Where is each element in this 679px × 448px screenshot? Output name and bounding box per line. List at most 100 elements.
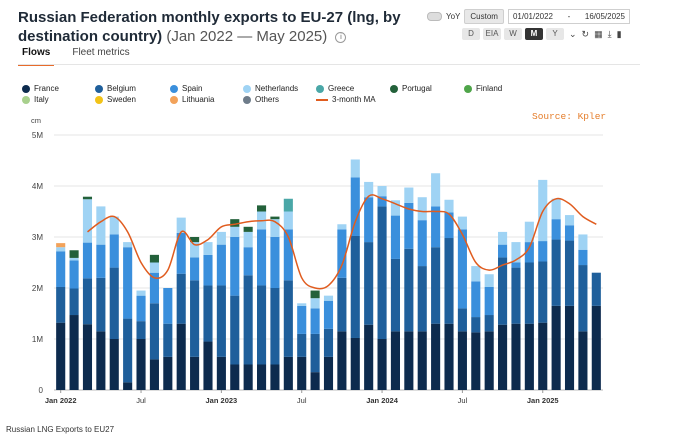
bar-segment <box>364 242 374 325</box>
view-tabs: Flows Fleet metrics <box>18 45 134 66</box>
bar-segment <box>591 272 601 306</box>
bar-segment <box>364 181 374 198</box>
y-tick-label: 4M <box>32 182 43 191</box>
yoy-toggle[interactable] <box>427 12 442 21</box>
bar-segment <box>417 266 427 332</box>
bar-segment <box>538 261 548 323</box>
bar-segment <box>390 258 401 332</box>
bar-segment <box>484 331 494 390</box>
legend-swatch <box>243 95 251 104</box>
bar-segment <box>404 187 414 203</box>
legend-label: Lithuania <box>182 95 215 104</box>
bar-segment <box>243 364 253 390</box>
legend-item-lithuania[interactable]: Lithuania <box>170 95 214 104</box>
bar-segment <box>203 341 213 390</box>
legend-label: 3-month MA <box>332 95 376 104</box>
bar-segment <box>149 303 159 360</box>
legend-line-swatch <box>316 98 328 101</box>
bar-segment <box>297 303 307 306</box>
date-to: 16/05/2025 <box>584 12 625 21</box>
bar-segment <box>82 199 93 243</box>
tab-fleet-metrics[interactable]: Fleet metrics <box>72 47 130 58</box>
bar-segment <box>230 219 240 227</box>
legend-item-spain[interactable]: Spain <box>170 84 202 93</box>
figure-caption: Russian LNG Exports to EU27 <box>6 425 115 434</box>
info-icon[interactable]: i <box>335 31 347 43</box>
legend-item-netherlands[interactable]: Netherlands <box>243 84 298 93</box>
legend-item-sweden[interactable]: Sweden <box>95 95 136 104</box>
bar-segment <box>323 328 334 357</box>
bar-segment <box>243 226 253 232</box>
bar-segment <box>323 356 334 390</box>
bar-segment <box>417 331 427 390</box>
legend-label: Netherlands <box>255 84 299 93</box>
bar-segment <box>564 215 575 226</box>
bar-segment <box>484 315 494 332</box>
bar-segment <box>551 305 561 390</box>
legend-swatch <box>243 84 251 93</box>
bar-segment <box>417 220 427 267</box>
bar-segment <box>123 247 133 319</box>
bar-segment <box>310 298 320 309</box>
custom-range-button[interactable]: Custom <box>464 9 504 24</box>
legend-item-greece[interactable]: Greece <box>316 84 354 93</box>
bar-segment <box>270 364 280 390</box>
period-eia-button[interactable]: EIA <box>483 28 501 40</box>
bar-segment <box>337 224 347 230</box>
chart-header: Russian Federation monthly exports to EU… <box>18 8 418 46</box>
bar-segment <box>457 216 467 230</box>
bar-segment <box>310 308 320 334</box>
tab-flows[interactable]: Flows <box>18 45 55 66</box>
legend-label: Portugal <box>402 84 432 93</box>
period-year-button[interactable]: Y <box>546 28 564 40</box>
legend-item-portugal[interactable]: Portugal <box>390 84 432 93</box>
legend-label: Italy <box>34 95 49 104</box>
chevron-down-icon[interactable]: ⌄ <box>569 28 577 39</box>
download-icon[interactable]: ⤓ <box>607 28 612 39</box>
bar-segment <box>471 317 481 333</box>
legend-item-italy[interactable]: Italy <box>22 95 49 104</box>
bar-segment <box>190 257 200 281</box>
bar-segment <box>123 242 133 248</box>
bar-segment <box>216 231 226 245</box>
bar-segment <box>498 257 508 325</box>
bar-segment <box>404 331 414 390</box>
bar-segment <box>551 239 561 306</box>
legend-item-finland[interactable]: Finland <box>464 84 502 93</box>
bar-segment <box>377 339 387 390</box>
legend-label: Greece <box>328 84 355 93</box>
bar-segment <box>216 356 226 390</box>
date-range-input[interactable]: 01/01/2022 - 16/05/2025 <box>507 9 630 24</box>
period-month-button[interactable]: M <box>525 28 543 40</box>
legend-item-others[interactable]: Others <box>243 95 279 104</box>
bar-segment <box>176 323 186 390</box>
legend-item-belgium[interactable]: Belgium <box>95 84 136 93</box>
grid-icon[interactable]: ▦ <box>594 28 603 39</box>
bar-segment <box>350 177 360 236</box>
legend-item-france[interactable]: France <box>22 84 59 93</box>
bar-segment <box>190 280 200 357</box>
bar-segment <box>190 237 200 243</box>
legend-item-moving-average[interactable]: 3-month MA <box>316 95 376 104</box>
bar-segment <box>270 237 280 288</box>
refresh-icon[interactable]: ↻ <box>581 28 590 39</box>
bar-segment <box>56 322 66 390</box>
bar-segment <box>498 231 508 245</box>
title-text: Russian Federation monthly exports to EU… <box>18 9 401 45</box>
x-tick-label: Jul <box>136 396 146 405</box>
period-day-button[interactable]: D <box>462 28 480 40</box>
bar-segment <box>69 260 79 289</box>
bar-segment <box>444 199 454 213</box>
bar-segment <box>350 337 360 390</box>
bar-segment <box>417 197 427 221</box>
bar-segment <box>364 197 374 243</box>
y-tick-label: 5M <box>32 131 43 140</box>
bar-segment <box>457 308 467 332</box>
x-tick-label: Jan 2023 <box>206 396 238 405</box>
bar-segment <box>524 262 534 324</box>
bar-segment <box>350 159 360 178</box>
bar-segment <box>163 323 173 357</box>
bookmark-icon[interactable]: ▮ <box>616 28 622 39</box>
period-week-button[interactable]: W <box>504 28 522 40</box>
bar-segment <box>364 324 374 390</box>
